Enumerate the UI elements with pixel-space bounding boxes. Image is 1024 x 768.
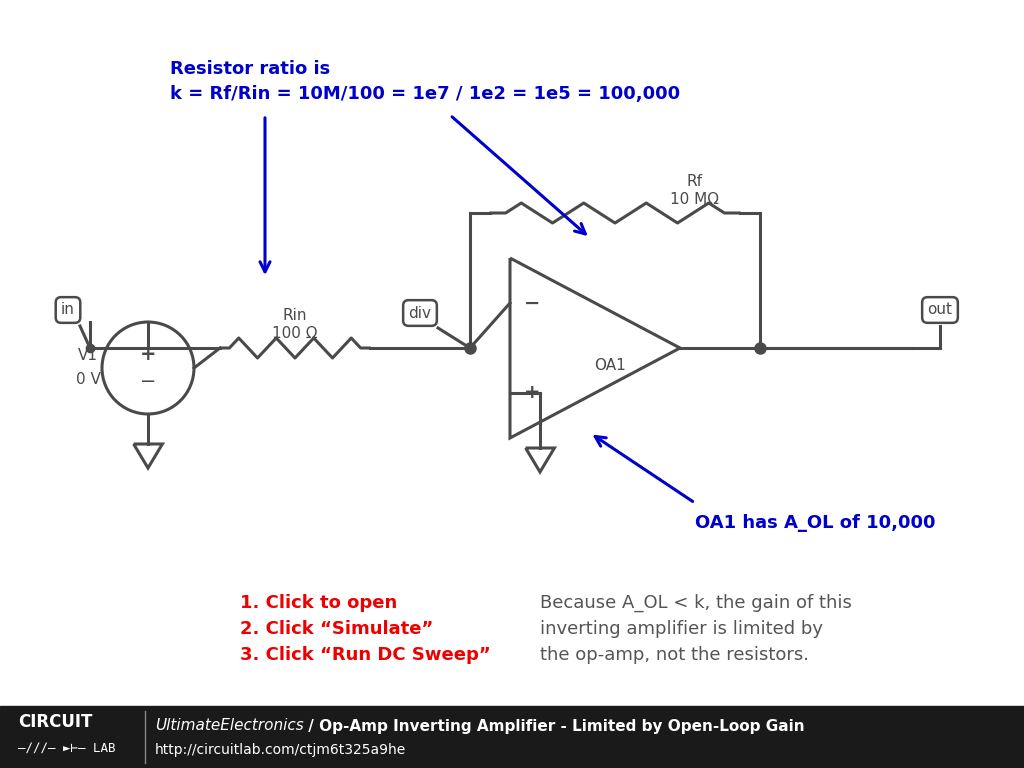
Text: +: + [523,383,541,402]
Text: UltimateElectronics: UltimateElectronics [155,719,304,733]
Text: out: out [928,303,952,317]
Text: div: div [409,306,431,320]
Text: in: in [61,303,75,317]
Text: OA1: OA1 [594,359,626,373]
Text: Rin: Rin [283,309,307,323]
Text: k = Rf/Rin = 10M/100 = 1e7 / 1e2 = 1e5 = 100,000: k = Rf/Rin = 10M/100 = 1e7 / 1e2 = 1e5 =… [170,85,680,103]
Text: http://circuitlab.com/ctjm6t325a9he: http://circuitlab.com/ctjm6t325a9he [155,743,407,757]
Text: the op-amp, not the resistors.: the op-amp, not the resistors. [540,646,809,664]
Text: OA1 has A_OL of 10,000: OA1 has A_OL of 10,000 [695,514,936,532]
Text: inverting amplifier is limited by: inverting amplifier is limited by [540,620,823,638]
Text: 100 Ω: 100 Ω [272,326,317,342]
Text: −: − [524,293,541,313]
Text: —∕∕∕— ►⊢— LAB: —∕∕∕— ►⊢— LAB [18,741,116,754]
Text: 3. Click “Run DC Sweep”: 3. Click “Run DC Sweep” [240,646,490,664]
Text: / Op-Amp Inverting Amplifier - Limited by Open-Loop Gain: / Op-Amp Inverting Amplifier - Limited b… [303,719,805,733]
Text: V1: V1 [78,349,98,363]
Text: +: + [139,345,157,363]
Text: Resistor ratio is: Resistor ratio is [170,60,331,78]
Text: 0 V: 0 V [76,372,100,388]
Text: Because A_OL < k, the gain of this: Because A_OL < k, the gain of this [540,594,852,612]
Text: Rf: Rf [687,174,703,188]
Text: 10 MΩ: 10 MΩ [671,191,720,207]
Bar [0,706,1024,768]
Text: 2. Click “Simulate”: 2. Click “Simulate” [240,620,433,638]
Text: −: − [140,372,157,392]
Text: CIRCUIT: CIRCUIT [18,713,92,731]
Text: 1. Click to open: 1. Click to open [240,594,397,612]
